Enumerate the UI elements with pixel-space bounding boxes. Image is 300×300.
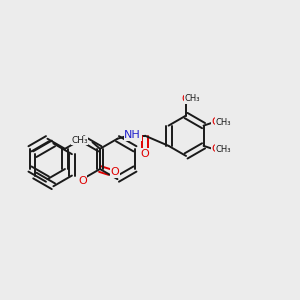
Text: CH₃: CH₃ <box>215 118 231 127</box>
Text: CH₃: CH₃ <box>185 94 200 103</box>
Text: CH₃: CH₃ <box>215 145 231 154</box>
Text: O: O <box>182 94 190 104</box>
Text: O: O <box>78 176 87 186</box>
Text: O: O <box>110 167 119 177</box>
Text: NH: NH <box>124 130 141 140</box>
Text: O: O <box>141 148 149 159</box>
Text: O: O <box>211 144 220 154</box>
Text: CH₃: CH₃ <box>71 136 88 145</box>
Text: O: O <box>211 117 220 127</box>
